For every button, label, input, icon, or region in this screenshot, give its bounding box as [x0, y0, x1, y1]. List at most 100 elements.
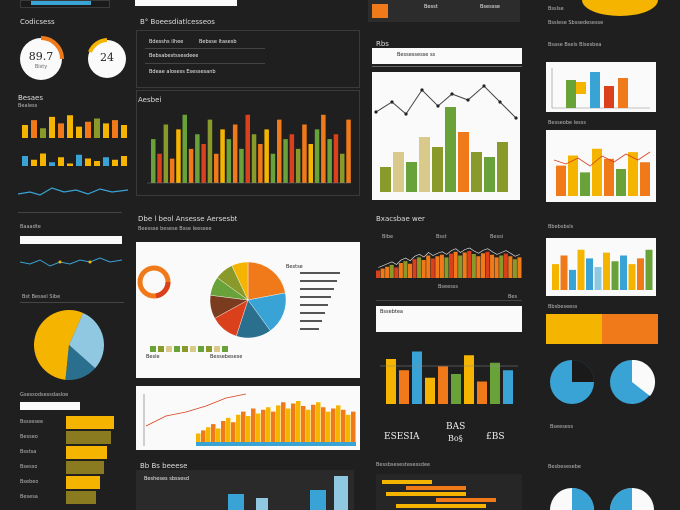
top-mid-row2: Bebsabestssesdeee [149, 53, 199, 59]
pie-legend-line [300, 320, 322, 322]
white-bar [471, 152, 482, 192]
white-bar [484, 157, 495, 192]
fr3-bar [552, 264, 559, 290]
pie-legend-swatch [182, 346, 188, 352]
far-right-kpi-banner [546, 314, 658, 344]
left-pie-slice [65, 345, 96, 380]
left-pie-slice [69, 312, 104, 369]
mid-bar [182, 114, 187, 183]
top-left-sparkline [18, 180, 128, 200]
mr-orange-bar [439, 254, 444, 278]
top-mid-row3: Bdeae alosess Esessesanb [149, 69, 216, 75]
bm-bar [331, 408, 336, 446]
tl-bar-2 [58, 157, 64, 166]
tl-bar-2 [103, 157, 109, 166]
mid-bar [163, 124, 169, 183]
left-sparkline [20, 250, 122, 274]
bm-bar [211, 424, 216, 446]
mr-dark-bar [399, 370, 409, 404]
top-mid-row-divider-2 [145, 63, 265, 64]
bm-bar [311, 404, 316, 446]
gauge-one: 89.7 Bisty [18, 36, 64, 82]
white-line-point [482, 84, 486, 88]
mid-right-tab-a[interactable]: Bibe [382, 234, 394, 240]
mid-right-tab-c[interactable]: Bessi [490, 234, 504, 240]
top-right-white-title: Bessessesse ss [397, 52, 436, 58]
left-pie-slice [34, 310, 84, 380]
bottom-right-gantt [376, 474, 522, 510]
fr3-bar [569, 269, 576, 290]
bm-bar [316, 402, 321, 446]
fr2-bar [580, 172, 590, 196]
bottom-left-row: Bsstsa [20, 446, 116, 459]
mid-right-kpi-a: ESESIA [384, 432, 420, 442]
top-right-white-chart [372, 72, 520, 200]
tl-bar-2 [94, 161, 100, 166]
bm-bar [321, 407, 326, 446]
mid-bar [169, 158, 175, 183]
mid-bar [195, 134, 200, 183]
top-mid-row1a: Bdesshs ilhee [149, 39, 184, 45]
bm-bar [216, 428, 221, 446]
left-pie [32, 308, 106, 382]
mr-orange-bar [380, 268, 385, 278]
mid-bar [207, 119, 213, 183]
white-bar [432, 147, 443, 192]
top-right-header-swatch [372, 4, 388, 18]
tl-bar-2 [76, 154, 82, 166]
pie-legend-line [300, 296, 331, 298]
bottom-mid-title: Bb Bs beeese [140, 462, 188, 470]
pie-slice [231, 261, 249, 301]
far-right-legend-d: Bseesess [550, 424, 574, 430]
tl-bar-2 [40, 153, 46, 166]
tl-bar [40, 128, 46, 138]
mid-bar [277, 119, 282, 183]
pie-slice [247, 261, 286, 301]
fr2-bar [604, 158, 614, 196]
mid-bar [308, 144, 313, 183]
white-line-point [404, 112, 408, 116]
mr-orange-bar [517, 257, 522, 278]
fr3-bar [628, 264, 636, 290]
mr-orange-bar [508, 256, 513, 278]
mid-right-tab-b[interactable]: Bsst [436, 234, 447, 240]
mid-bar [232, 124, 238, 183]
white-line-point [498, 100, 502, 104]
bm-bar [251, 408, 256, 446]
mid-right-kpi-b: BAS [446, 422, 466, 432]
far-right-title3: Bsase Bsels Blsesbea [548, 42, 602, 48]
mid-bar [314, 129, 320, 183]
bottom-left-row-label: Bsssesee [20, 419, 44, 425]
tl-bar-2 [85, 158, 91, 166]
mr-orange-bar [480, 253, 485, 278]
far-right-chart-1 [546, 62, 656, 112]
mr-orange-bar [407, 263, 412, 278]
bm-bar [301, 406, 306, 446]
bm-bar [286, 408, 291, 446]
bottom-left-title: Gsessodsessdasloe [20, 392, 69, 398]
mid-right-white-panel: Bssebtea [376, 306, 522, 332]
white-line [375, 85, 517, 119]
mr-orange-bar [394, 267, 399, 278]
gauge-two: 24 [86, 38, 128, 80]
mr-orange-bar [471, 254, 476, 278]
tl-bar [103, 123, 109, 138]
mid-bar [327, 139, 332, 183]
mid-bar [151, 139, 156, 183]
top-mid-row1b: Bebsse Itasesb [199, 39, 237, 45]
left-side-divider [20, 302, 124, 303]
tl-bar [85, 121, 91, 138]
fr2-bar [556, 165, 566, 196]
left-title: Baaadte [20, 224, 41, 230]
fr2-bar [628, 152, 638, 196]
mr-orange-bar [458, 255, 463, 278]
pie-legend-line [300, 304, 328, 306]
pie-legend-swatch [150, 346, 156, 352]
mid-bar [176, 129, 181, 183]
top-mid-header-strip [135, 0, 237, 6]
far-right-legend-a: Besseobe lesss [548, 120, 586, 126]
bm-bar [206, 427, 211, 446]
mid-right-sub-caption: Bes [508, 294, 518, 300]
mid-right-title: Bxacsbae wer [376, 215, 425, 223]
mr-orange-bar [435, 256, 440, 278]
